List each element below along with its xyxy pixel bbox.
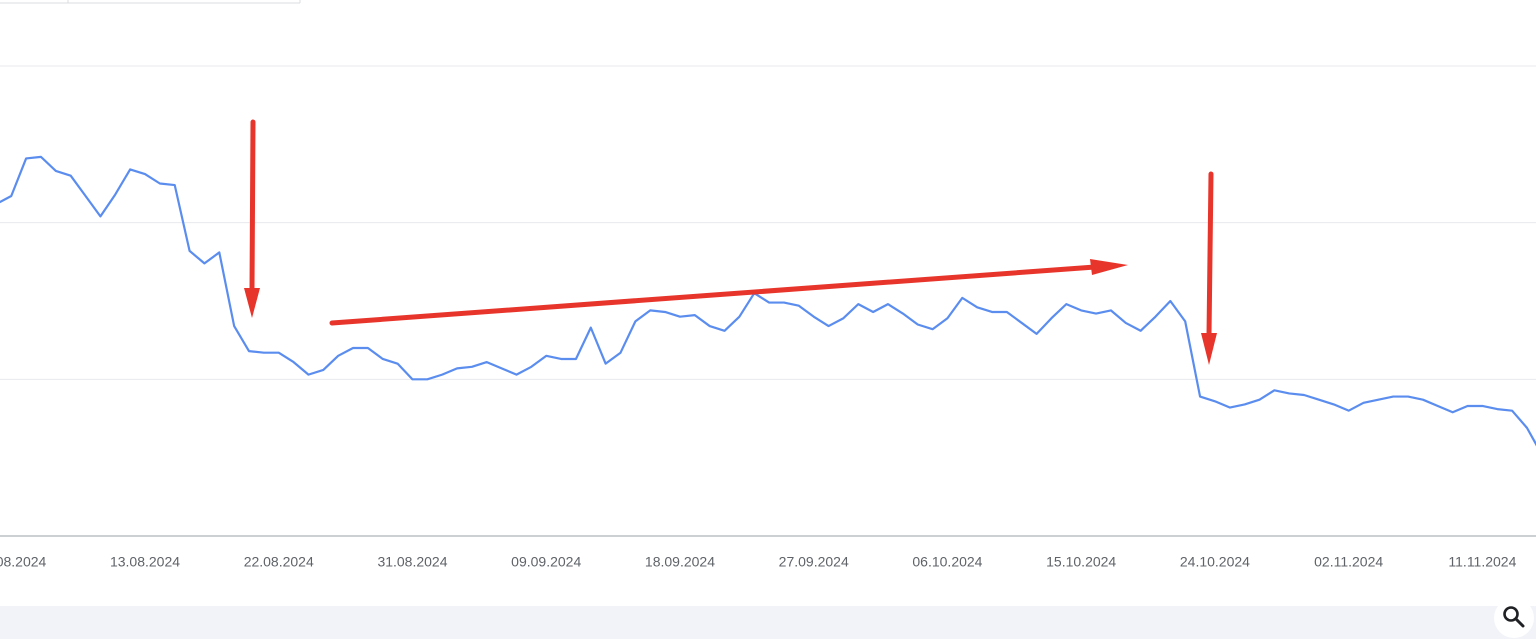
x-tick-label: 09.09.2024 (511, 554, 581, 570)
x-tick-label: 24.10.2024 (1180, 554, 1250, 570)
annotations (244, 119, 1217, 365)
x-tick-label: 15.10.2024 (1046, 554, 1116, 570)
data-line (0, 155, 1536, 447)
x-tick-label: 13.08.2024 (110, 554, 180, 570)
x-tick-label: 04.08.2024 (0, 554, 47, 570)
x-tick-label: 02.11.2024 (1314, 554, 1383, 570)
x-tick-label: 11.11.2024 (1448, 554, 1516, 570)
x-tick-label: 27.09.2024 (779, 554, 849, 570)
search-button[interactable] (1494, 598, 1534, 638)
x-tick-label: 22.08.2024 (244, 554, 314, 570)
x-tick-label: 18.09.2024 (645, 554, 715, 570)
bottom-bar (0, 606, 1536, 639)
top-tabs (0, 0, 301, 4)
x-tick-label: 06.10.2024 (912, 554, 982, 570)
plot-area: 04.08.2024 13.08.2024 22.08.2024 31.08.2024… (0, 65, 1536, 570)
x-tick-label: 31.08.2024 (377, 554, 447, 570)
